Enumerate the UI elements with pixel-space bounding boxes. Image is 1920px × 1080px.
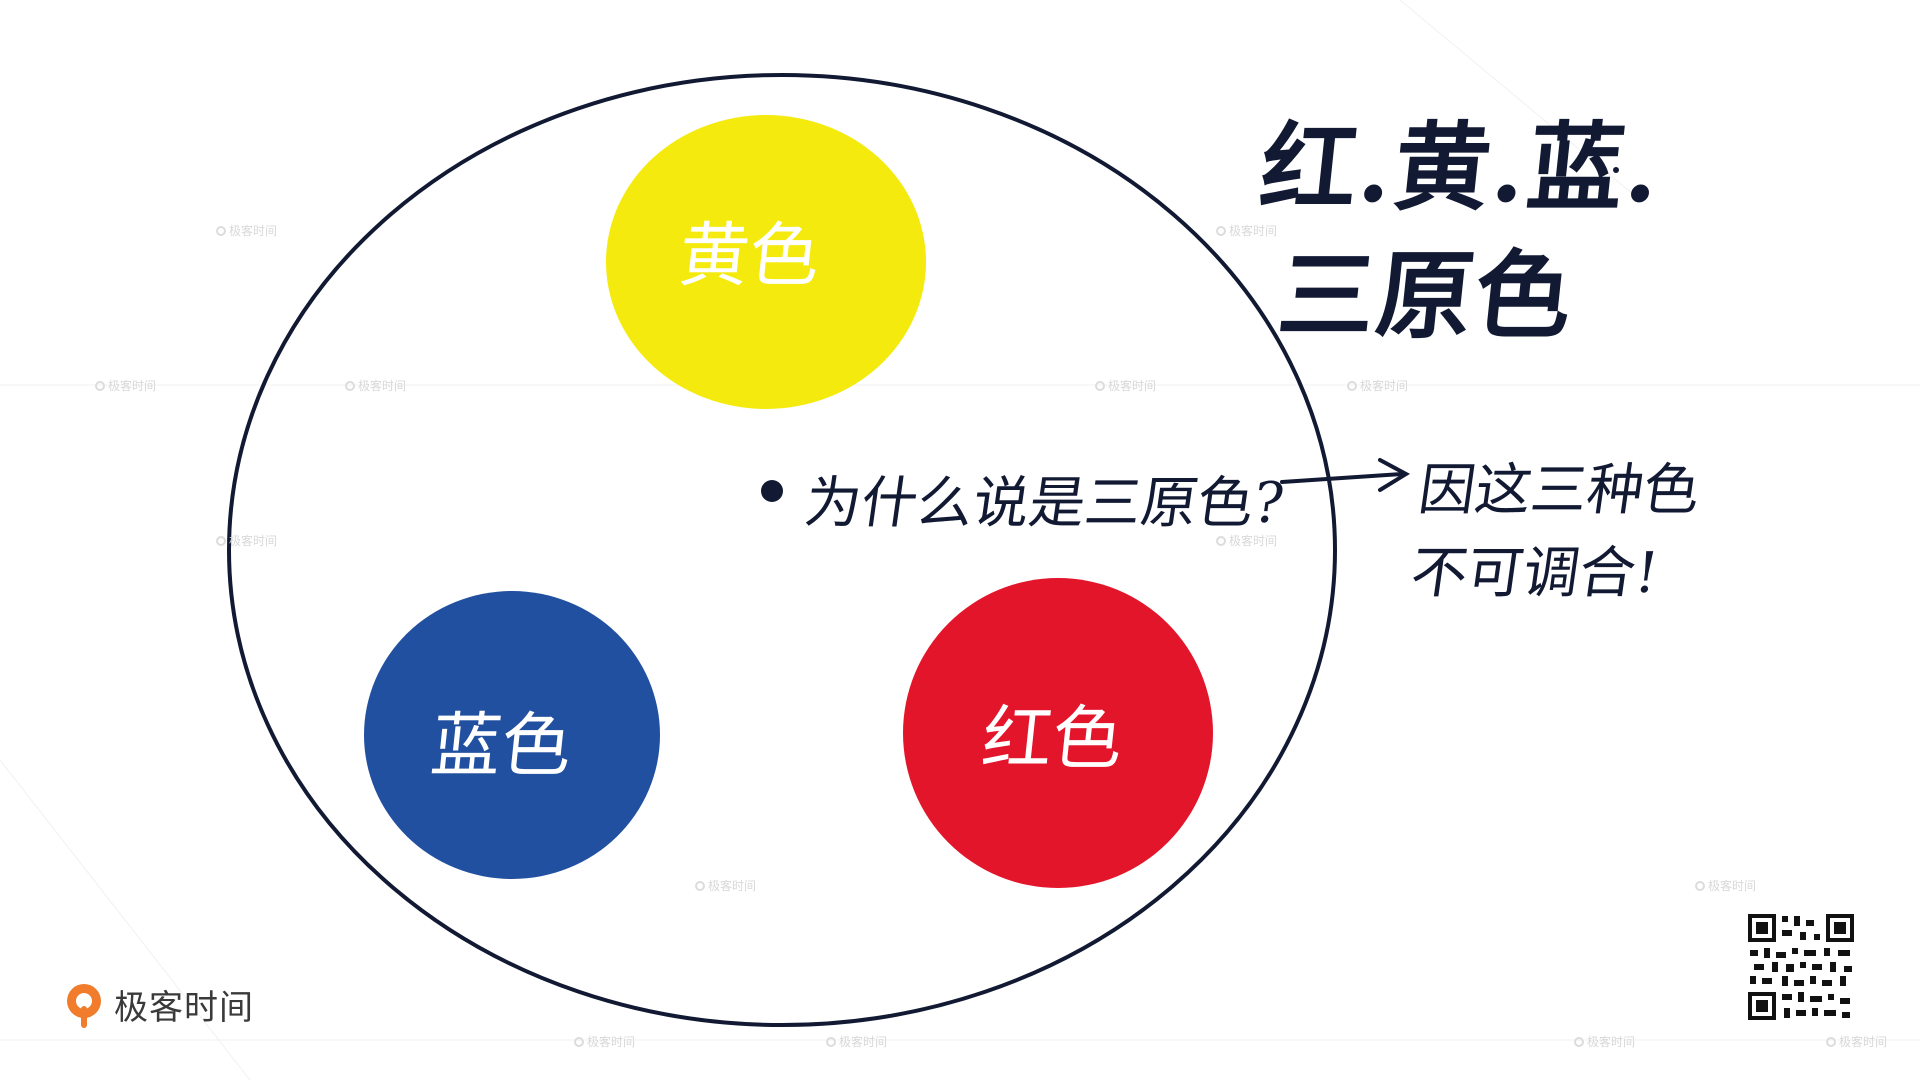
arrow (1280, 458, 1411, 492)
watermark: 极客时间 (216, 532, 277, 549)
watermark: 极客时间 (1826, 1033, 1887, 1050)
watermark-icon (1216, 535, 1226, 546)
watermark-icon (1216, 225, 1226, 236)
watermark-icon (216, 225, 226, 236)
watermark-icon (216, 535, 226, 546)
yellow-circle (606, 115, 926, 409)
watermark: 极客时间 (1095, 377, 1156, 394)
watermark-icon (574, 1036, 584, 1047)
watermark: 极客时间 (1216, 532, 1277, 549)
blue-circle-label: 蓝色 (427, 704, 576, 787)
brand-icon (67, 983, 101, 1028)
watermark-icon (1095, 380, 1105, 391)
title-trailing-dot (1613, 167, 1619, 173)
watermark: 极客时间 (574, 1033, 635, 1050)
watermark-icon (1826, 1036, 1836, 1047)
answer-line-2: 不可调合! (1406, 541, 1663, 606)
watermark-icon (345, 380, 355, 391)
watermark: 极客时间 (1574, 1033, 1635, 1050)
outer-ellipse (227, 73, 1337, 1027)
watermark-icon (1695, 880, 1705, 891)
red-circle-label: 红色 (978, 697, 1127, 780)
watermark-icon (95, 380, 105, 391)
bullet-dot (761, 480, 783, 502)
brand-logo: 极客时间 (62, 980, 254, 1029)
watermark: 极客时间 (95, 377, 156, 394)
title-line-2: 三原色 (1273, 239, 1580, 352)
qr-code (1746, 912, 1856, 1022)
blue-circle (364, 591, 660, 879)
watermark: 极客时间 (216, 222, 277, 239)
watermark: 极客时间 (1347, 377, 1408, 394)
yellow-circle-label: 黄色 (675, 214, 824, 297)
red-circle (903, 578, 1213, 888)
watermark: 极客时间 (345, 377, 406, 394)
watermark-icon (1347, 380, 1357, 391)
watermark: 极客时间 (1695, 877, 1756, 894)
watermark: 极客时间 (695, 877, 756, 894)
watermark-icon (695, 880, 705, 891)
answer-line-1: 因这三种色 (1414, 458, 1704, 523)
brand-name: 极客时间 (114, 988, 254, 1028)
watermark: 极客时间 (1216, 222, 1277, 239)
watermark: 极客时间 (826, 1033, 887, 1050)
question-text: 为什么说是三原色? (800, 471, 1288, 536)
title-line-1: 红.黄.蓝. (1255, 111, 1668, 224)
watermark-icon (826, 1036, 836, 1047)
watermark-icon (1574, 1036, 1584, 1047)
